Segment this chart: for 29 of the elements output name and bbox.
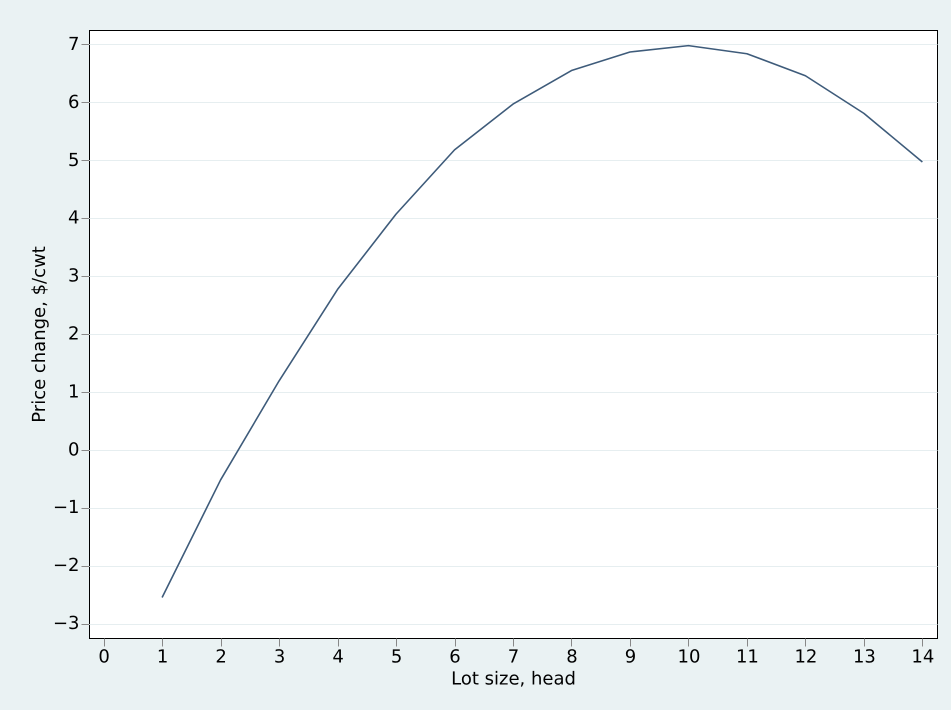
x-tick-label: 8 [566,646,578,668]
x-tick-label: 4 [332,646,344,668]
line-series [161,44,924,598]
y-tick-label: 4 [68,208,80,229]
y-tick-label: 5 [68,150,80,171]
y-tick-label: −2 [52,555,80,576]
x-axis-title: Lot size, head [451,668,576,690]
y-tick-label: 7 [68,34,80,55]
x-tick-label: 14 [911,646,934,668]
x-tick-label: 12 [794,646,818,668]
y-tick-label: 0 [68,439,80,460]
x-tick-label: 3 [274,646,286,668]
x-tick-label: 0 [98,646,110,668]
x-tick-label: 6 [449,646,461,668]
y-tick-label: 6 [68,92,80,113]
x-tick-label: 2 [215,646,227,668]
x-tick-label: 10 [677,646,700,668]
y-axis-title: Price change, $/cwt [28,246,50,423]
x-tick-label: 5 [390,646,402,668]
y-tick-label: 3 [68,266,80,287]
y-tick-label: −3 [52,613,80,634]
x-tick-label: 9 [624,646,636,668]
y-tick-label: −1 [52,497,80,518]
x-tick-label: 1 [156,646,168,668]
y-tick-label: 2 [68,324,80,344]
x-tick-label: 7 [508,646,520,668]
x-tick-label: 13 [852,646,876,668]
y-tick-label: 1 [68,381,80,402]
x-tick-label: 11 [736,646,759,668]
